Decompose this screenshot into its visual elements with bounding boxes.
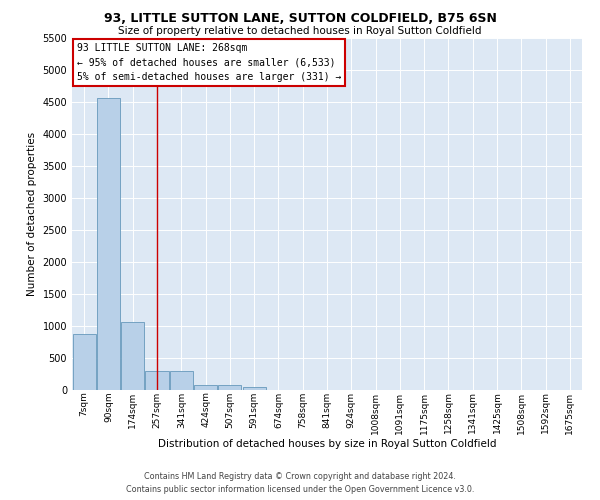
Bar — [73, 334, 95, 390]
Bar — [194, 385, 217, 390]
Bar — [121, 322, 144, 390]
Text: 93 LITTLE SUTTON LANE: 268sqm
← 95% of detached houses are smaller (6,533)
5% of: 93 LITTLE SUTTON LANE: 268sqm ← 95% of d… — [77, 43, 341, 82]
Bar — [218, 385, 241, 390]
Text: Contains HM Land Registry data © Crown copyright and database right 2024.
Contai: Contains HM Land Registry data © Crown c… — [126, 472, 474, 494]
Bar — [97, 98, 120, 390]
Y-axis label: Number of detached properties: Number of detached properties — [27, 132, 37, 296]
Text: Size of property relative to detached houses in Royal Sutton Coldfield: Size of property relative to detached ho… — [118, 26, 482, 36]
Bar — [145, 372, 169, 390]
Bar — [242, 387, 266, 390]
X-axis label: Distribution of detached houses by size in Royal Sutton Coldfield: Distribution of detached houses by size … — [158, 439, 496, 449]
Bar — [170, 372, 193, 390]
Text: 93, LITTLE SUTTON LANE, SUTTON COLDFIELD, B75 6SN: 93, LITTLE SUTTON LANE, SUTTON COLDFIELD… — [104, 12, 496, 26]
